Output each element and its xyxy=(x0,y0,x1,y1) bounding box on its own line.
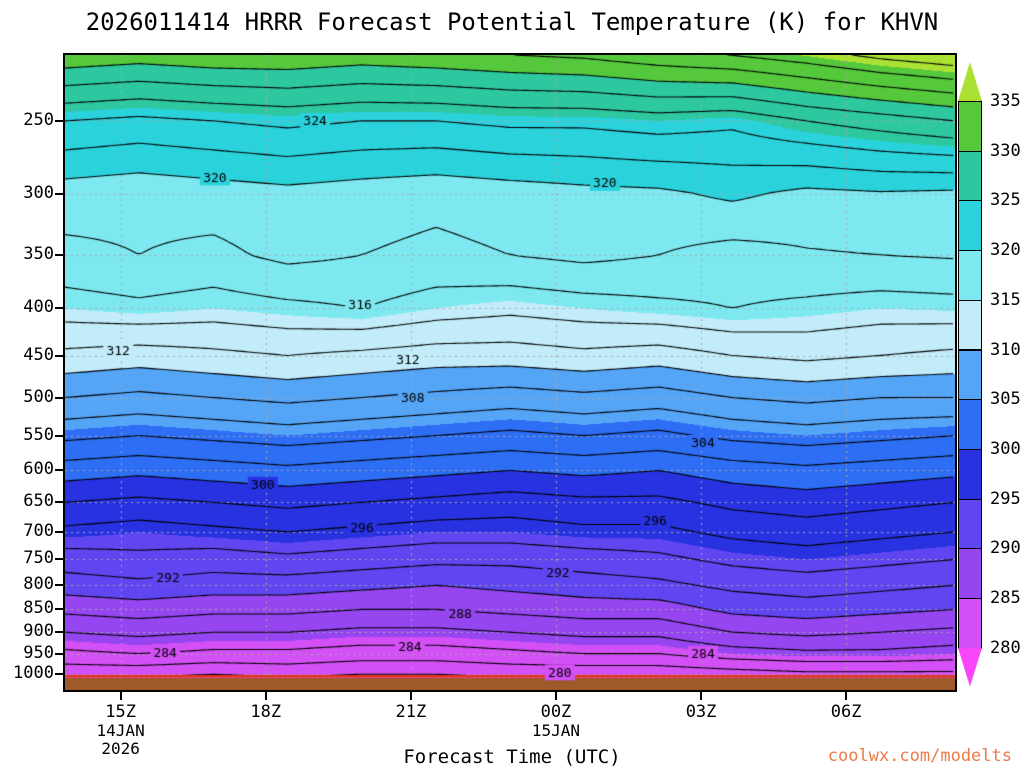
time-tick-label: 15Z xyxy=(105,702,136,722)
pressure-tick-mark xyxy=(55,354,63,357)
colorbar-segment xyxy=(958,448,982,500)
colorbar-tick-label: 290 xyxy=(990,538,1021,559)
colorbar-tick-label: 315 xyxy=(990,289,1021,310)
colorbar-tick-label: 310 xyxy=(990,339,1021,360)
pressure-tick-mark xyxy=(55,469,63,472)
time-tick-label: 03Z xyxy=(685,702,717,722)
pressure-tick-mark xyxy=(55,119,63,122)
pressure-tick-mark xyxy=(55,501,63,504)
time-sub-label: 15JAN xyxy=(531,721,581,740)
pressure-tick-label: 450 xyxy=(23,344,54,365)
cross-section-canvas xyxy=(65,55,955,690)
time-sub-label: 14JAN xyxy=(96,721,145,740)
colorbar-tick-label: 320 xyxy=(990,240,1021,261)
colorbar-segment xyxy=(958,598,982,649)
pressure-tick-label: 300 xyxy=(23,182,54,203)
pressure-tick-mark xyxy=(55,584,63,587)
pressure-tick-label: 650 xyxy=(23,491,54,512)
colorbar-tick-label: 295 xyxy=(990,488,1021,509)
pressure-tick-mark xyxy=(55,396,63,399)
time-tick-mark xyxy=(845,692,848,700)
plot-frame xyxy=(63,53,957,692)
pressure-tick-label: 900 xyxy=(23,621,54,642)
pressure-tick-mark xyxy=(55,254,63,257)
colorbar-segment xyxy=(958,299,982,351)
colorbar-segment xyxy=(958,399,982,450)
time-tick-label: 21Z xyxy=(395,702,427,722)
x-axis-title: Forecast Time (UTC) xyxy=(403,746,621,768)
time-tick-label: 00Z xyxy=(540,702,572,722)
colorbar-tick-label: 285 xyxy=(990,588,1021,608)
pressure-tick-mark xyxy=(55,530,63,533)
time-tick-mark xyxy=(264,692,267,700)
colorbar-segment xyxy=(958,150,982,202)
pressure-tick-label: 500 xyxy=(23,386,54,407)
time-tick-mark xyxy=(409,692,412,700)
colorbar-segment xyxy=(958,200,982,252)
colorbar-segment xyxy=(958,548,982,599)
colorbar-segment xyxy=(958,498,982,550)
pressure-tick-mark xyxy=(55,673,63,676)
colorbar-tick-label: 280 xyxy=(990,637,1021,658)
watermark-link[interactable]: coolwx.com/modelts xyxy=(827,746,1012,766)
time-tick-label: 06Z xyxy=(830,702,862,722)
pressure-tick-label: 950 xyxy=(23,642,54,663)
pressure-tick-mark xyxy=(55,192,63,195)
pressure-tick-label: 1000 xyxy=(13,663,54,684)
colorbar-tick-label: 305 xyxy=(990,389,1021,410)
time-tick-label: 18Z xyxy=(250,702,282,722)
colorbar-segment xyxy=(958,250,982,301)
colorbar-tick-label: 300 xyxy=(990,438,1021,459)
pressure-tick-label: 700 xyxy=(23,520,54,541)
pressure-tick-label: 850 xyxy=(23,598,54,619)
pressure-tick-label: 600 xyxy=(23,459,54,480)
colorbar: 280 285 290 295 300 305 310 315 320 325 330 335 xyxy=(958,62,1021,690)
pressure-tick-label: 550 xyxy=(23,424,54,445)
colorbar-tick-label: 325 xyxy=(990,190,1021,211)
time-tick-mark xyxy=(119,692,122,700)
pressure-tick-label: 750 xyxy=(23,548,54,569)
time-tick-mark xyxy=(554,692,557,700)
time-tick-mark xyxy=(700,692,703,700)
pressure-tick-mark xyxy=(55,652,63,655)
colorbar-tick-label: 330 xyxy=(990,140,1021,161)
colorbar-segment xyxy=(958,349,982,401)
colorbar-tick-label: 335 xyxy=(990,91,1021,111)
colorbar-segment xyxy=(958,101,982,152)
pressure-tick-mark xyxy=(55,558,63,561)
pressure-tick-mark xyxy=(55,608,63,611)
chart-title: 2026011414 HRRR Forecast Potential Tempe… xyxy=(85,8,939,36)
colorbar-arrow-top xyxy=(958,62,982,101)
pressure-tick-label: 350 xyxy=(23,244,54,265)
colorbar-arrow-bottom xyxy=(958,647,982,687)
pressure-tick-mark xyxy=(55,307,63,310)
pressure-tick-label: 400 xyxy=(23,297,54,318)
pressure-tick-label: 800 xyxy=(23,574,54,595)
pressure-tick-mark xyxy=(55,434,63,437)
pressure-tick-label: 250 xyxy=(23,109,54,130)
pressure-tick-mark xyxy=(55,631,63,634)
